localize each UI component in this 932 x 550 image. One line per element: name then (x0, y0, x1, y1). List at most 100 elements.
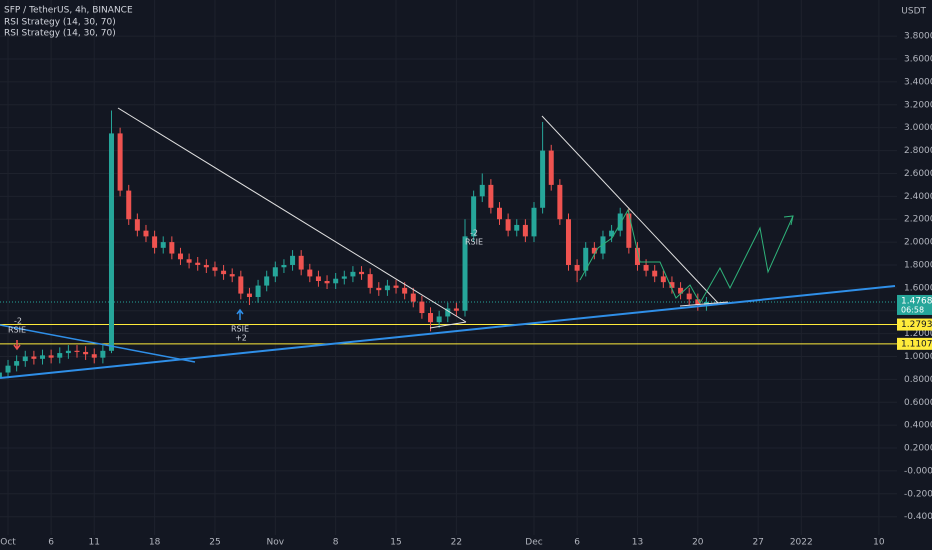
candle-body (14, 361, 20, 366)
candle-body (315, 276, 321, 282)
candle-body (65, 350, 71, 354)
candle-body (238, 276, 244, 294)
price-badge (897, 337, 932, 350)
x-tick-label: 13 (632, 538, 643, 548)
projection-path (699, 215, 794, 304)
candle-body (514, 224, 520, 231)
trend-line (0, 324, 196, 363)
candle-body (272, 267, 278, 277)
wave-path (579, 208, 701, 304)
signal-label: RSIE (231, 325, 249, 334)
candle-body (652, 270, 658, 277)
candle-body (290, 255, 296, 265)
signal-label: -2 (470, 229, 478, 238)
candle-body (22, 356, 28, 362)
countdown-label: 06:58 (901, 305, 924, 314)
y-tick-label: 1.8000 (904, 260, 932, 270)
candle-body (626, 213, 632, 248)
x-tick-label: 6 (574, 538, 580, 548)
candle-body (669, 282, 675, 288)
y-tick-label: 2.8000 (904, 146, 932, 156)
candle-body (203, 264, 209, 268)
candle-body (471, 196, 477, 237)
signal-label: RSIE (8, 326, 26, 335)
x-tick-label: 25 (209, 538, 220, 548)
candle-body (522, 224, 528, 237)
candle-body (40, 355, 46, 359)
buy-arrow (236, 308, 244, 320)
time-axis (0, 535, 932, 550)
candle-body (229, 274, 235, 277)
candle-body (410, 293, 416, 302)
candle-body (221, 270, 227, 275)
candle-body (74, 350, 80, 352)
trend-line (117, 107, 467, 323)
trend-line (0, 285, 896, 379)
trend-line (541, 115, 719, 304)
candle-body (91, 354, 97, 358)
candle-body (160, 242, 166, 248)
drawings (0, 107, 896, 379)
signal-label: +2 (235, 334, 247, 343)
candle-body (660, 276, 666, 283)
candle-body (341, 276, 347, 279)
indicator-label: RSI Strategy (14, 30, 70) (4, 29, 116, 39)
candle-body (617, 213, 623, 231)
x-tick-label: 18 (149, 538, 161, 548)
candle-body (359, 271, 365, 275)
candle-body (212, 267, 218, 271)
candle-body (445, 308, 451, 317)
candle-body (281, 264, 287, 268)
price-badge (897, 318, 932, 331)
candle-body (100, 350, 106, 358)
x-tick-label: 20 (692, 538, 704, 548)
candle-body (31, 356, 37, 359)
candle-body (307, 269, 313, 277)
price-badge-label: 1.2793 (901, 320, 932, 330)
trend-line (679, 301, 729, 307)
candle-body (169, 242, 175, 254)
candle-body (264, 276, 270, 286)
candle-body (557, 184, 563, 220)
candle-body (402, 287, 408, 294)
chart-title: SFP / TetherUS, 4h, BINANCE (4, 6, 133, 16)
x-tick-label: 6 (48, 538, 54, 548)
x-tick-label: 22 (451, 538, 462, 548)
candle-body (678, 287, 684, 294)
candle-body (643, 264, 649, 271)
candle-body (428, 313, 434, 323)
candle-body (376, 287, 382, 291)
candle-body (505, 219, 511, 231)
candle-body (48, 355, 54, 358)
candle-body (186, 259, 192, 263)
indicator-label: RSI Strategy (14, 30, 70) (4, 18, 116, 28)
candle-body (453, 308, 459, 311)
candle-body (324, 281, 330, 284)
candle-body (255, 285, 261, 298)
price-axis (897, 0, 932, 550)
currency-label: USDT (901, 7, 926, 17)
candle-body (393, 285, 399, 288)
candle-body (609, 230, 615, 237)
candle-body (83, 351, 89, 355)
signal-label: -2 (14, 317, 22, 326)
y-tick-label: 0.8000 (904, 375, 932, 385)
signal-label: RSIE (465, 238, 483, 247)
candle-body (0, 372, 2, 378)
candle-body (686, 293, 692, 300)
candle-body (134, 219, 140, 231)
candle-body (591, 247, 597, 254)
x-tick-label: 15 (390, 538, 401, 548)
